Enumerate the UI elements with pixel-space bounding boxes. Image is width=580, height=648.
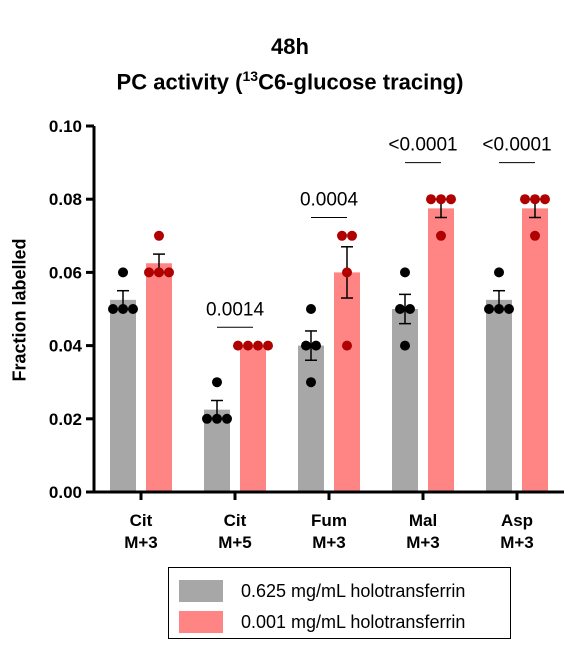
- legend-label-series-1: 0.625 mg/mL holotransferrin: [241, 580, 466, 601]
- data-point-series-1-cat-4: [395, 304, 405, 314]
- data-point-series-2-cat-5: [540, 194, 550, 205]
- data-point-series-2-cat-2: [253, 340, 263, 351]
- x-tick-label-line-2: M+3: [124, 533, 158, 552]
- legend-item-series-1: 0.625 mg/mL holotransferrin: [179, 578, 465, 604]
- data-point-series-2-cat-1: [144, 267, 154, 278]
- bar-series-2-cat-1: [146, 263, 172, 492]
- data-point-series-2-cat-3: [337, 230, 347, 241]
- data-point-series-2-cat-2: [243, 340, 253, 351]
- data-point-series-1-cat-2: [202, 413, 212, 424]
- legend-label-series-2: 0.001 mg/mL holotransferrin: [241, 611, 466, 632]
- x-tick-label-line-1: Asp: [501, 511, 533, 530]
- data-point-series-2-cat-3: [347, 230, 357, 241]
- data-point-series-1-cat-3: [311, 340, 321, 351]
- y-tick-label: 0.00: [49, 483, 82, 502]
- y-tick-label: 0.10: [49, 117, 82, 136]
- bar-series-2-cat-4: [428, 208, 454, 492]
- y-tick-label: 0.08: [49, 190, 82, 209]
- data-point-series-1-cat-4: [405, 304, 415, 314]
- x-tick-label-line-2: M+3: [500, 533, 534, 552]
- data-point-series-1-cat-2: [212, 377, 222, 388]
- legend-item-series-2: 0.001 mg/mL holotransferrin: [179, 609, 465, 635]
- data-point-series-2-cat-5: [520, 194, 530, 205]
- legend-swatch-series-2: [179, 611, 223, 633]
- data-point-series-1-cat-1: [118, 267, 128, 278]
- x-tick-label-line-1: Cit: [130, 511, 153, 530]
- data-point-series-1-cat-5: [494, 304, 504, 314]
- bar-series-2-cat-2: [240, 345, 266, 492]
- y-tick-label: 0.06: [49, 263, 82, 282]
- data-point-series-1-cat-4: [400, 340, 410, 351]
- data-point-series-2-cat-2: [233, 340, 243, 351]
- data-point-series-2-cat-5: [530, 194, 540, 205]
- data-point-series-1-cat-5: [494, 267, 504, 278]
- bar-series-1-cat-5: [486, 299, 512, 492]
- data-point-series-2-cat-3: [342, 340, 352, 351]
- title-prefix: PC activity (: [116, 69, 243, 95]
- data-point-series-1-cat-5: [484, 304, 494, 314]
- data-point-series-2-cat-5: [530, 230, 540, 241]
- data-point-series-1-cat-2: [222, 413, 232, 424]
- data-point-series-1-cat-3: [306, 304, 316, 314]
- p-value-label: <0.0001: [482, 135, 551, 156]
- y-tick-label: 0.04: [49, 337, 83, 356]
- data-point-series-1-cat-1: [118, 304, 128, 314]
- bar-series-2-cat-3: [334, 272, 360, 492]
- data-point-series-1-cat-3: [301, 340, 311, 351]
- x-tick-label-line-1: Fum: [311, 511, 347, 530]
- x-tick-label-line-2: M+5: [218, 533, 252, 552]
- data-point-series-1-cat-5: [504, 304, 514, 314]
- bar-series-2-cat-5: [522, 208, 548, 492]
- chart-title-line-2: PC activity (13C6-glucose tracing): [0, 68, 580, 95]
- data-point-series-2-cat-1: [154, 267, 164, 278]
- data-point-series-2-cat-1: [154, 230, 164, 241]
- data-point-series-2-cat-1: [164, 267, 174, 278]
- data-point-series-2-cat-4: [436, 230, 446, 241]
- data-point-series-2-cat-2: [263, 340, 273, 351]
- data-point-series-2-cat-4: [436, 194, 446, 205]
- data-point-series-2-cat-4: [426, 194, 436, 205]
- legend-swatch-series-1: [179, 580, 223, 602]
- data-point-series-1-cat-1: [108, 304, 118, 314]
- chart-title-line-1: 48h: [271, 34, 309, 59]
- data-point-series-1-cat-3: [306, 377, 316, 388]
- bar-series-1-cat-1: [110, 299, 136, 492]
- data-point-series-1-cat-4: [400, 267, 410, 278]
- bar-series-1-cat-3: [298, 345, 324, 492]
- bar-series-1-cat-4: [392, 309, 418, 492]
- p-value-label: <0.0001: [388, 135, 457, 156]
- title-suffix: C6-glucose tracing): [258, 69, 464, 95]
- p-value-label: 0.0004: [300, 190, 359, 211]
- x-tick-label-line-1: Mal: [409, 511, 437, 530]
- data-point-series-2-cat-3: [342, 267, 352, 278]
- x-tick-label-line-2: M+3: [406, 533, 440, 552]
- title-superscript: 13: [242, 68, 259, 84]
- data-point-series-2-cat-4: [446, 194, 456, 205]
- x-tick-label-line-1: Cit: [224, 511, 247, 530]
- legend: 0.625 mg/mL holotransferrin 0.001 mg/mL …: [168, 567, 511, 639]
- x-tick-label-line-2: M+3: [312, 533, 346, 552]
- data-point-series-1-cat-1: [128, 304, 138, 314]
- y-tick-label: 0.02: [49, 410, 82, 429]
- p-value-label: 0.0014: [206, 299, 265, 320]
- data-point-series-1-cat-2: [212, 413, 222, 424]
